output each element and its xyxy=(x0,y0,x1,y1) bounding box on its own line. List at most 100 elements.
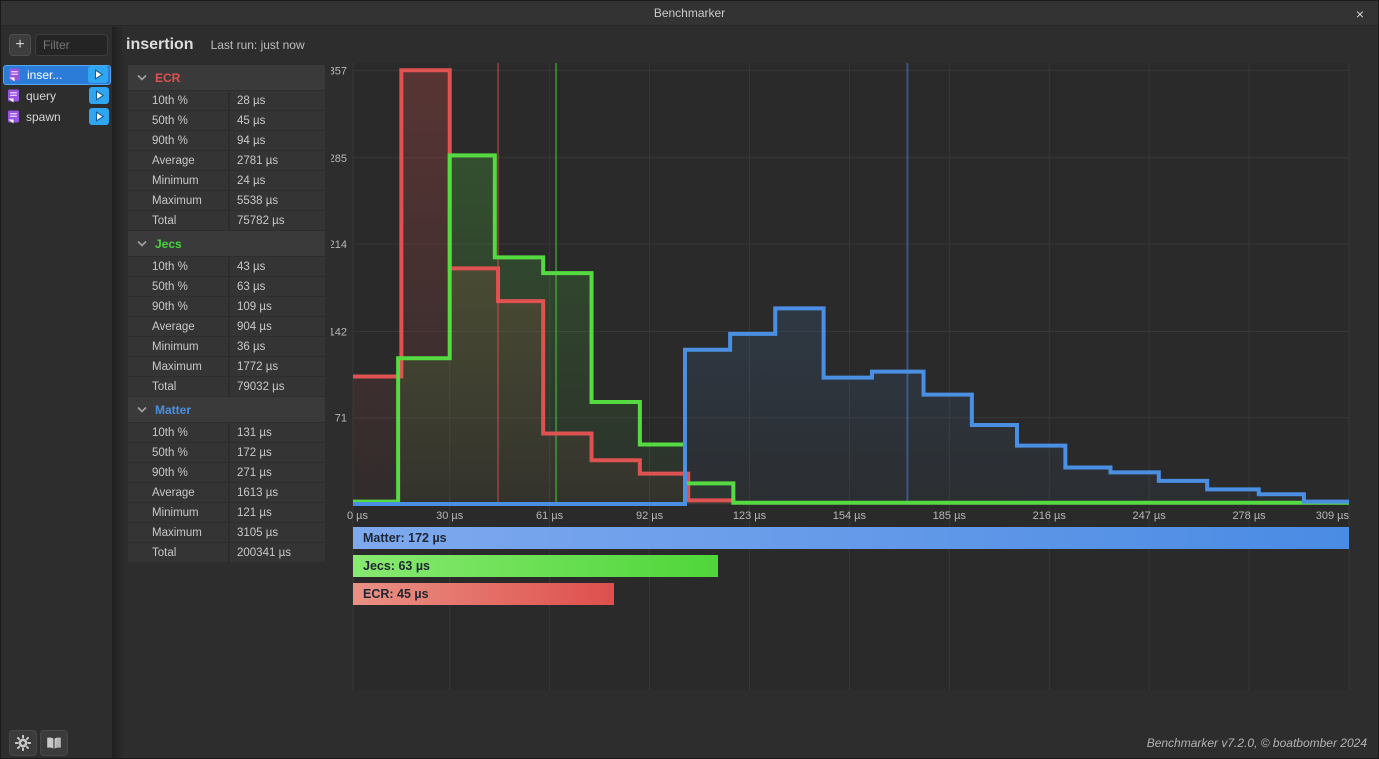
settings-button[interactable] xyxy=(9,730,37,756)
run-benchmark-button[interactable] xyxy=(88,66,108,83)
script-icon xyxy=(9,68,20,82)
benchmark-list: inser... query spawn xyxy=(3,65,111,128)
stat-row-matter: Minimum 121 µs xyxy=(128,503,325,522)
stat-label: 10th % xyxy=(128,257,228,276)
stat-value: 121 µs xyxy=(230,503,325,522)
stat-value: 172 µs xyxy=(230,443,325,462)
stat-value: 28 µs xyxy=(230,91,325,110)
stat-value: 43 µs xyxy=(230,257,325,276)
x-tick-label: 278 µs xyxy=(1232,510,1266,522)
stat-label: Maximum xyxy=(128,523,228,542)
stat-label: 10th % xyxy=(128,423,228,442)
stat-value: 109 µs xyxy=(230,297,325,316)
legend-label: ECR: 45 µs xyxy=(363,587,429,601)
sidebar-divider xyxy=(112,27,124,758)
run-benchmark-button[interactable] xyxy=(89,108,109,125)
stats-section-header-matter[interactable]: Matter xyxy=(128,397,325,422)
sidebar-item-query[interactable]: query xyxy=(3,86,111,106)
chevron-down-icon xyxy=(137,74,147,81)
stat-row-jecs: 90th % 109 µs xyxy=(128,297,325,316)
x-tick-label: 61 µs xyxy=(536,510,564,522)
stats-section-header-jecs[interactable]: Jecs xyxy=(128,231,325,256)
close-icon[interactable]: × xyxy=(1355,6,1365,22)
sidebar-item-inser[interactable]: inser... xyxy=(3,65,111,85)
stat-value: 5538 µs xyxy=(230,191,325,210)
stat-row-jecs: 10th % 43 µs xyxy=(128,257,325,276)
page-title: insertion xyxy=(126,36,194,53)
stat-row-ecr: 50th % 45 µs xyxy=(128,111,325,130)
stat-value: 200341 µs xyxy=(230,543,325,562)
sidebar-item-label: inser... xyxy=(27,68,63,82)
sidebar-item-spawn[interactable]: spawn xyxy=(3,107,111,127)
filter-input[interactable] xyxy=(35,34,108,56)
stat-value: 36 µs xyxy=(230,337,325,356)
histogram-fill-jecs xyxy=(353,155,1349,505)
stat-row-jecs: Total 79032 µs xyxy=(128,377,325,396)
book-icon xyxy=(47,736,61,749)
x-tick-label: 185 µs xyxy=(933,510,967,522)
chevron-down-icon xyxy=(137,240,147,247)
stats-panel: ECR 10th % 28 µs 50th % 45 µs 90th % 94 µs Aver… xyxy=(128,65,325,563)
stats-section-name: Jecs xyxy=(155,236,182,251)
axis-labels: 357 285 214 142 71 0 µs 30 µs 61 µs 92 µs 123 µs 1… xyxy=(331,65,1349,522)
stat-label: 90th % xyxy=(128,131,228,150)
run-benchmark-button[interactable] xyxy=(89,87,109,104)
stat-row-ecr: Minimum 24 µs xyxy=(128,171,325,190)
y-tick-label: 71 xyxy=(335,413,347,425)
last-run-status: Last run: just now xyxy=(210,38,305,52)
stat-label: 90th % xyxy=(128,463,228,482)
stat-label: Maximum xyxy=(128,357,228,376)
stat-value: 904 µs xyxy=(230,317,325,336)
stat-label: 10th % xyxy=(128,91,228,110)
legend-bar-ecr: ECR: 45 µs xyxy=(353,583,614,605)
stat-label: Average xyxy=(128,483,228,502)
stat-row-jecs: 50th % 63 µs xyxy=(128,277,325,296)
sidebar-item-label: spawn xyxy=(26,110,61,124)
play-icon xyxy=(94,69,103,80)
stat-row-ecr: Maximum 5538 µs xyxy=(128,191,325,210)
stat-label: Maximum xyxy=(128,191,228,210)
x-tick-label: 154 µs xyxy=(833,510,867,522)
add-benchmark-button[interactable]: + xyxy=(9,34,31,56)
stat-value: 1613 µs xyxy=(230,483,325,502)
legend-bar-matter: Matter: 172 µs xyxy=(353,527,1349,549)
play-icon xyxy=(95,90,104,101)
stat-value: 94 µs xyxy=(230,131,325,150)
stat-value: 24 µs xyxy=(230,171,325,190)
page-header: insertion Last run: just now xyxy=(126,36,305,54)
chevron-down-icon xyxy=(137,406,147,413)
stat-value: 63 µs xyxy=(230,277,325,296)
window-title: Benchmarker xyxy=(653,6,726,20)
stat-row-ecr: Total 75782 µs xyxy=(128,211,325,230)
gear-icon xyxy=(15,735,31,751)
stats-section-name: ECR xyxy=(155,70,181,85)
y-tick-label: 214 xyxy=(331,239,347,251)
x-tick-label: 309 µs xyxy=(1316,510,1350,522)
docs-button[interactable] xyxy=(40,730,68,756)
stat-value: 131 µs xyxy=(230,423,325,442)
stat-row-ecr: 90th % 94 µs xyxy=(128,131,325,150)
stat-value: 75782 µs xyxy=(230,211,325,230)
stat-label: 50th % xyxy=(128,277,228,296)
stat-row-ecr: 10th % 28 µs xyxy=(128,91,325,110)
x-tick-label: 92 µs xyxy=(636,510,664,522)
stat-row-jecs: Maximum 1772 µs xyxy=(128,357,325,376)
legend-bar-jecs: Jecs: 63 µs xyxy=(353,555,718,577)
stat-label: 90th % xyxy=(128,297,228,316)
stat-value: 3105 µs xyxy=(230,523,325,542)
x-tick-label: 0 µs xyxy=(347,510,369,522)
stat-label: Minimum xyxy=(128,503,228,522)
stat-value: 1772 µs xyxy=(230,357,325,376)
legend-label: Matter: 172 µs xyxy=(363,531,447,545)
sidebar: + inser... query spawn xyxy=(1,27,112,758)
histogram-fill-matter xyxy=(353,308,1349,504)
stat-value: 79032 µs xyxy=(230,377,325,396)
stat-row-matter: Average 1613 µs xyxy=(128,483,325,502)
y-tick-label: 285 xyxy=(331,153,347,165)
histogram-line-jecs xyxy=(353,153,1349,505)
stat-row-matter: Total 200341 µs xyxy=(128,543,325,562)
titlebar: Benchmarker × xyxy=(1,1,1378,26)
stats-section-header-ecr[interactable]: ECR xyxy=(128,65,325,90)
stat-row-jecs: Average 904 µs xyxy=(128,317,325,336)
stat-value: 45 µs xyxy=(230,111,325,130)
